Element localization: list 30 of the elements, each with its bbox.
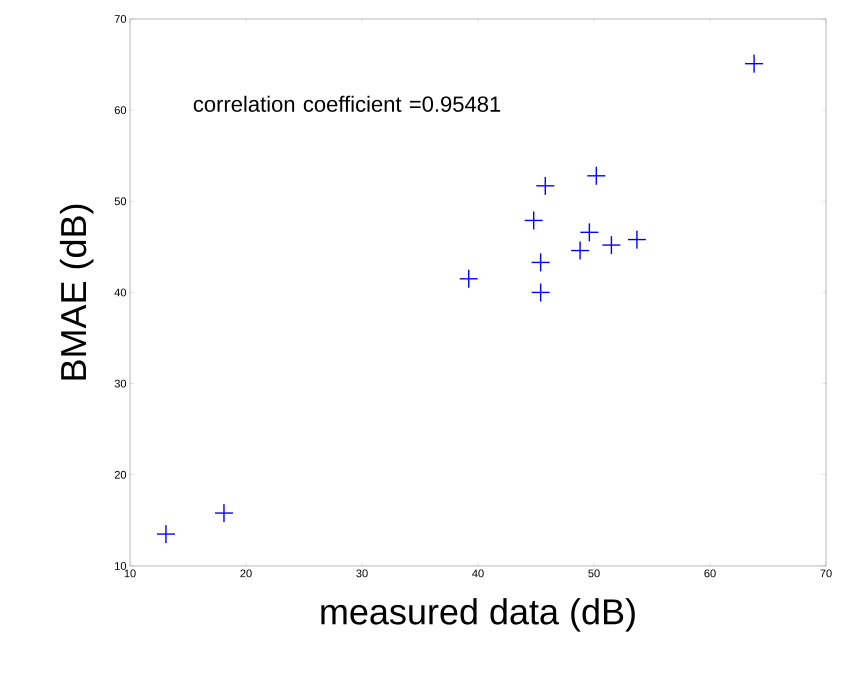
annotation: correlation coefficient =0.95481: [194, 96, 500, 112]
x-axis-title: measured data (dB): [321, 598, 635, 632]
point: [744, 54, 764, 74]
point: [156, 524, 176, 544]
y-tick-label: 50: [114, 197, 126, 206]
point: [602, 235, 622, 255]
x-tick-label: 40: [472, 570, 484, 578]
x-tick-label: 10: [124, 570, 136, 578]
x-tick-label: 70: [820, 570, 832, 578]
point: [459, 269, 478, 289]
point: [530, 282, 550, 302]
point: [536, 176, 555, 196]
y-tick-label: 30: [114, 380, 126, 388]
y-axis-title: BMAE (dB): [60, 204, 94, 380]
y-tick-label: 40: [114, 288, 126, 296]
x-tick-label: 20: [240, 570, 252, 578]
point: [580, 222, 600, 242]
point: [627, 230, 647, 250]
y-tick-label: 20: [114, 470, 126, 479]
x-tick-label: 60: [704, 570, 716, 578]
point: [570, 240, 590, 260]
x-tick-label: 30: [356, 570, 368, 578]
y-tick-label: 70: [114, 15, 126, 23]
point: [586, 166, 606, 186]
point: [524, 210, 544, 230]
y-tick-label: 10: [115, 562, 126, 570]
point: [214, 503, 234, 523]
point: [530, 252, 550, 272]
y-tick-label: 60: [114, 106, 126, 114]
x-tick-label: 50: [588, 570, 600, 578]
